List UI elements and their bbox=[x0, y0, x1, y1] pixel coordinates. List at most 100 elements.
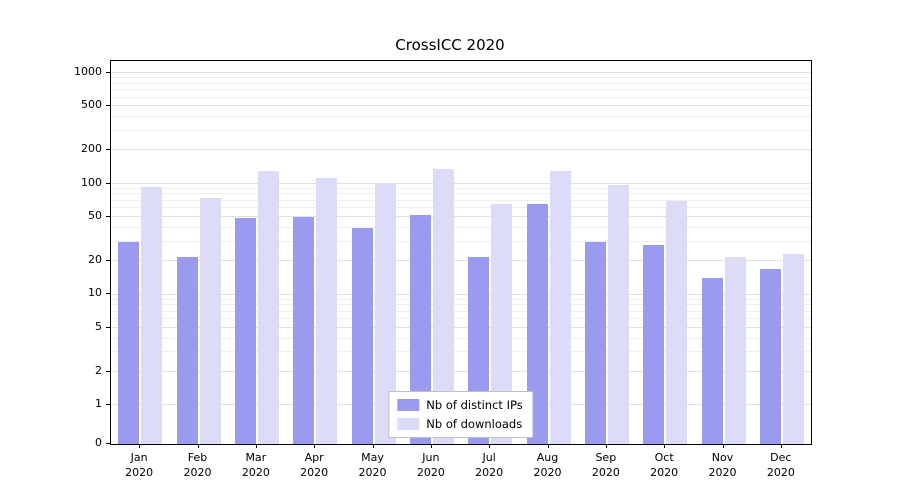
legend: Nb of distinct IPs Nb of downloads bbox=[388, 391, 534, 438]
bar-downloads-nov bbox=[724, 256, 746, 444]
x-tick-label: Jun 2020 bbox=[416, 451, 445, 479]
gridline bbox=[111, 260, 811, 262]
bar-downloads-dec bbox=[782, 254, 804, 444]
gridline bbox=[111, 89, 811, 91]
gridline bbox=[111, 199, 811, 201]
bar-downloads-apr bbox=[316, 178, 338, 444]
gridline bbox=[111, 193, 811, 195]
y-tick-label: 1 bbox=[95, 397, 102, 411]
gridline bbox=[111, 187, 811, 189]
y-tick-label: 10 bbox=[88, 286, 102, 300]
y-tick-label: 500 bbox=[81, 98, 102, 112]
grid-layer bbox=[111, 61, 811, 444]
bar-downloads-jan bbox=[141, 187, 163, 444]
x-tick-mark bbox=[722, 444, 724, 448]
x-tick-mark bbox=[780, 444, 782, 448]
gridline bbox=[111, 293, 811, 295]
x-tick-label: Feb 2020 bbox=[183, 451, 212, 479]
bar-distinct-ips-dec bbox=[759, 268, 781, 444]
x-tick-mark bbox=[197, 444, 199, 448]
legend-label-distinct-ips: Nb of distinct IPs bbox=[426, 398, 523, 412]
legend-label-downloads: Nb of downloads bbox=[426, 417, 523, 431]
gridline bbox=[111, 72, 811, 73]
bar-downloads-oct bbox=[666, 200, 688, 444]
x-tick-label: Apr 2020 bbox=[300, 451, 329, 479]
gridline bbox=[111, 182, 811, 184]
bar-distinct-ips-jun bbox=[409, 215, 431, 444]
y-tick-mark bbox=[106, 182, 110, 184]
x-tick-mark bbox=[139, 444, 141, 448]
bar-downloads-aug bbox=[549, 171, 571, 444]
x-tick-mark bbox=[430, 444, 432, 448]
y-tick-mark bbox=[106, 404, 110, 406]
bar-distinct-ips-feb bbox=[176, 256, 198, 444]
y-tick-label: 1000 bbox=[74, 65, 102, 78]
legend-swatch-distinct-ips bbox=[397, 399, 420, 411]
y-tick-mark bbox=[106, 443, 110, 444]
gridline bbox=[111, 351, 811, 353]
y-tick-mark bbox=[106, 216, 110, 218]
plot-area: Nb of distinct IPs Nb of downloads bbox=[110, 60, 812, 445]
gridline bbox=[111, 326, 811, 328]
gridline bbox=[111, 310, 811, 312]
x-tick-label: Nov 2020 bbox=[708, 451, 737, 479]
gridline bbox=[111, 105, 811, 107]
bar-downloads-jun bbox=[432, 169, 454, 444]
y-tick-label: 2 bbox=[95, 363, 102, 377]
gridline bbox=[111, 207, 811, 209]
y-tick-mark bbox=[106, 293, 110, 295]
y-tick-label: 100 bbox=[81, 175, 102, 189]
x-tick-label: Sep 2020 bbox=[591, 451, 620, 479]
x-tick-mark bbox=[664, 444, 666, 448]
bar-distinct-ips-aug bbox=[526, 204, 548, 444]
gridline bbox=[111, 82, 811, 84]
x-tick-label: Jul 2020 bbox=[475, 451, 504, 479]
gridline bbox=[111, 149, 811, 151]
x-tick-mark bbox=[372, 444, 374, 448]
y-tick-mark bbox=[106, 326, 110, 328]
bar-distinct-ips-jan bbox=[118, 241, 140, 444]
bar-downloads-mar bbox=[257, 171, 279, 444]
gridline bbox=[111, 318, 811, 320]
legend-item-downloads: Nb of downloads bbox=[397, 417, 522, 431]
legend-swatch-downloads bbox=[397, 418, 420, 430]
gridline bbox=[111, 298, 811, 300]
gridline bbox=[111, 370, 811, 372]
gridline bbox=[111, 337, 811, 339]
x-tick-mark bbox=[255, 444, 257, 448]
x-tick-mark bbox=[314, 444, 316, 448]
y-tick-label: 0 bbox=[95, 436, 102, 449]
x-tick-label: Mar 2020 bbox=[241, 451, 270, 479]
y-tick-mark bbox=[106, 72, 110, 73]
bar-distinct-ips-may bbox=[351, 227, 373, 444]
x-tick-label: May 2020 bbox=[358, 451, 387, 479]
y-tick-label: 5 bbox=[95, 319, 102, 333]
bar-distinct-ips-nov bbox=[701, 278, 723, 444]
legend-item-distinct-ips: Nb of distinct IPs bbox=[397, 398, 523, 412]
x-tick-label: Aug 2020 bbox=[533, 451, 562, 479]
bar-downloads-feb bbox=[199, 197, 221, 444]
y-tick-label: 200 bbox=[81, 142, 102, 156]
x-tick-label: Dec 2020 bbox=[766, 451, 795, 479]
y-tick-mark bbox=[106, 370, 110, 372]
x-tick-mark bbox=[605, 444, 607, 448]
bar-distinct-ips-mar bbox=[234, 218, 256, 444]
bar-downloads-jul bbox=[491, 204, 513, 444]
bar-downloads-may bbox=[374, 183, 396, 444]
x-tick-label: Oct 2020 bbox=[650, 451, 679, 479]
y-tick-label: 50 bbox=[88, 209, 102, 223]
x-tick-label: Jan 2020 bbox=[125, 451, 154, 479]
gridline bbox=[111, 96, 811, 98]
gridline bbox=[111, 216, 811, 218]
chart-title: CrossICC 2020 bbox=[395, 36, 505, 54]
gridline bbox=[111, 226, 811, 228]
bar-downloads-sep bbox=[607, 185, 629, 444]
gridline bbox=[111, 77, 811, 79]
y-tick-label: 20 bbox=[88, 253, 102, 267]
gridline bbox=[111, 304, 811, 306]
y-tick-mark bbox=[106, 260, 110, 262]
gridline bbox=[111, 240, 811, 242]
x-tick-mark bbox=[489, 444, 491, 448]
bar-layer bbox=[111, 61, 811, 444]
